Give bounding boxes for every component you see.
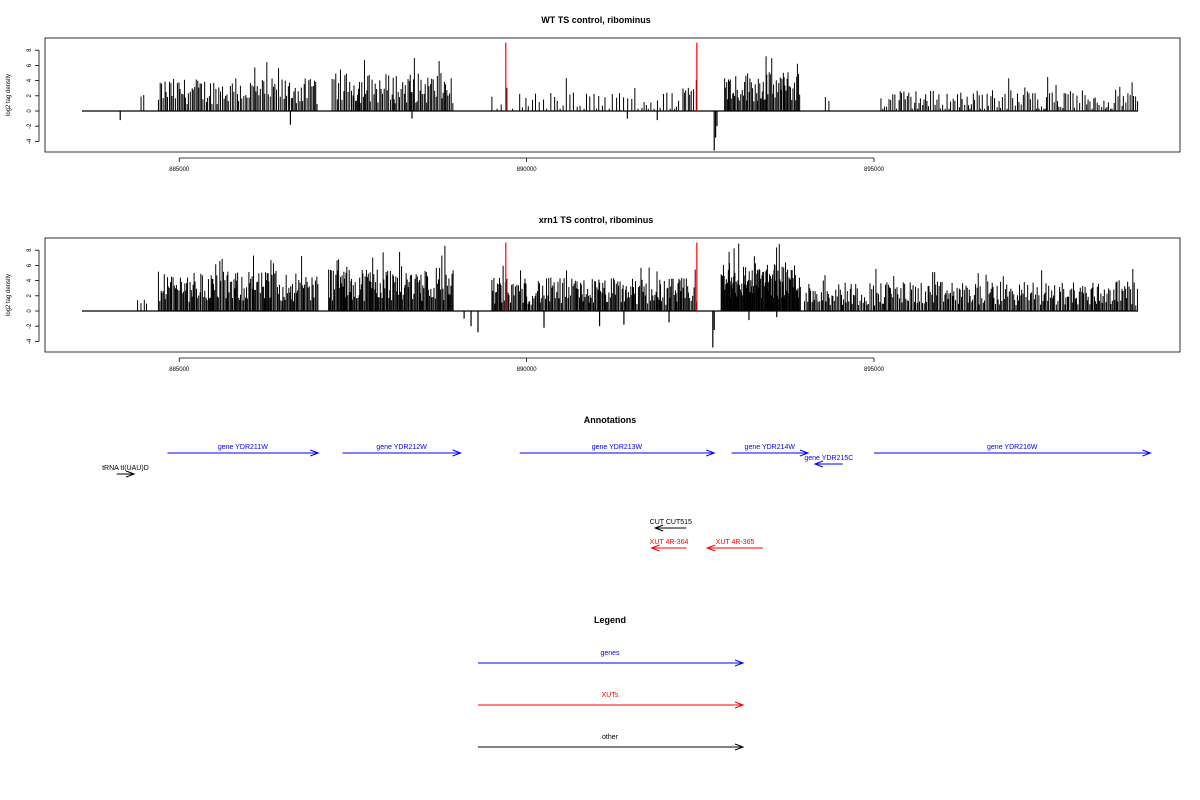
wt-plot-frame <box>44 37 1181 153</box>
arrow-head <box>734 743 745 751</box>
legend-label: genes <box>600 650 620 657</box>
y-tick-label: 4 <box>27 278 33 282</box>
y-tick-label: 0 <box>27 309 33 313</box>
y-tick-label: -2 <box>27 323 33 329</box>
x-tick-label: 885000 <box>169 367 190 373</box>
wt-axes: -4 -2 0 2 4 6 8 885000 890000 895000 <box>27 48 885 173</box>
xrn1-track-panel: xrn1 TS control, ribominus log2 tag dens… <box>6 215 1181 373</box>
y-tick-label: 2 <box>27 293 33 297</box>
y-tick-label: 0 <box>27 109 33 113</box>
feature-label: gene YDR211W <box>218 444 268 451</box>
arrow-head <box>125 470 136 478</box>
arrow-head <box>650 544 660 552</box>
x-tick-label: 890000 <box>517 167 538 173</box>
xrn1-data-bars <box>82 242 1138 348</box>
legend-title: Legend <box>594 615 626 625</box>
annotations-title: Annotations <box>584 415 637 425</box>
y-tick-label: -4 <box>27 338 33 344</box>
wt-track-title: WT TS control, ribominus <box>541 15 651 25</box>
wt-data-bars <box>82 42 1139 151</box>
x-tick-label: 890000 <box>517 367 538 373</box>
wt-track-ylabel: log2 tag density <box>6 74 12 116</box>
x-tick-label: 895000 <box>864 367 885 373</box>
arrow-head <box>452 449 463 457</box>
y-tick-label: 2 <box>27 93 33 97</box>
arrow-head <box>799 449 810 457</box>
y-tick-label: 6 <box>27 63 33 67</box>
feature-label: gene YDR213W <box>592 444 643 451</box>
legend-panel: Legend genes XUTs other <box>478 615 745 751</box>
arrow-head <box>706 449 716 457</box>
arrow-head <box>734 701 745 709</box>
legend-label: XUTs <box>602 692 619 699</box>
legend-label: other <box>602 734 619 741</box>
arrow-head <box>653 524 664 532</box>
y-tick-label: 8 <box>27 248 33 252</box>
wt-track-panel: WT TS control, ribominus log2 tag densit… <box>6 15 1181 173</box>
y-tick-label: -2 <box>27 123 33 129</box>
feature-label: gene YDR214W <box>745 444 796 451</box>
y-tick-label: 6 <box>27 263 33 267</box>
xrn1-track-title: xrn1 TS control, ribominus <box>539 215 654 225</box>
feature-label: gene YDR212W <box>376 444 427 451</box>
xrn1-track-ylabel: log2 tag density <box>6 274 12 316</box>
feature-label: gene YDR216W <box>987 444 1038 451</box>
annotations-panel: Annotations gene YDR211W gene YDR212W gene… <box>102 415 1152 552</box>
arrow-head <box>734 659 745 667</box>
legend-items: genes XUTs other <box>478 650 745 751</box>
feature-label: tRNA tI(UAU)D <box>102 465 149 472</box>
y-tick-label: 4 <box>27 78 33 82</box>
arrow-head <box>705 544 716 552</box>
arrow-head <box>310 449 320 457</box>
arrow-head <box>1142 449 1152 457</box>
x-tick-label: 895000 <box>864 167 885 173</box>
xrn1-plot-frame <box>44 237 1181 353</box>
y-tick-label: 8 <box>27 48 33 52</box>
feature-label: CUT CUT515 <box>650 519 692 526</box>
x-tick-label: 885000 <box>169 167 190 173</box>
annotation-features: gene YDR211W gene YDR212W gene YDR213W gene… <box>102 444 1152 552</box>
xrn1-axes: -4 -2 0 2 4 6 8 885000 890000 895000 <box>27 248 885 373</box>
feature-label: gene YDR215C <box>804 455 853 462</box>
feature-label: XUT 4R-364 <box>650 539 689 546</box>
feature-label: XUT 4R-365 <box>716 539 755 546</box>
arrow-head <box>813 460 824 468</box>
y-tick-label: -4 <box>27 138 33 144</box>
